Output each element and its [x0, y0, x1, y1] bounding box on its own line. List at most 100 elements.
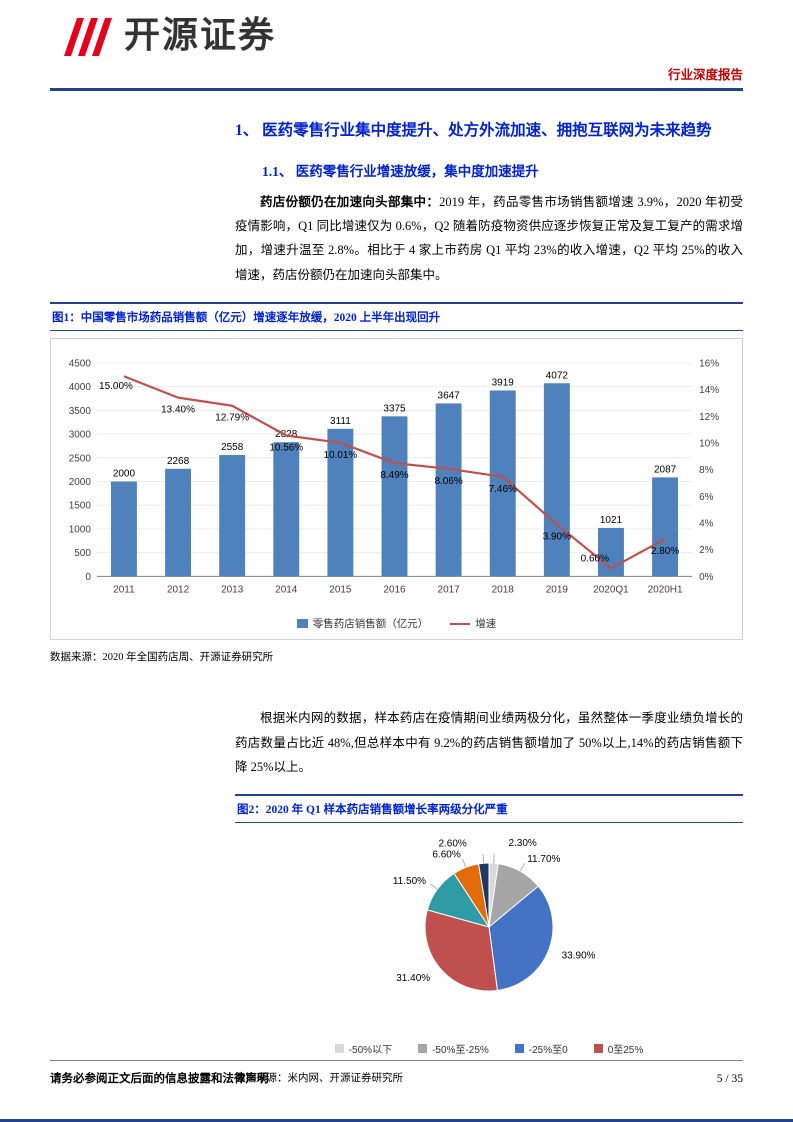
svg-text:1000: 1000 — [69, 524, 92, 535]
page-content: 1、 医药零售行业集中度提升、处方外流加速、拥抱互联网为未来趋势 1.1、 医药… — [50, 111, 743, 1085]
svg-text:2500: 2500 — [69, 453, 92, 464]
square-swatch-icon — [593, 1044, 603, 1054]
figure-1-source: 数据来源：2020 年全国药店周、开源证券研究所 — [50, 652, 274, 664]
svg-text:10%: 10% — [699, 438, 719, 449]
svg-text:4500: 4500 — [69, 358, 92, 369]
svg-text:0: 0 — [85, 572, 91, 583]
legend-label: -50%至-25% — [432, 1045, 489, 1057]
svg-text:2000: 2000 — [113, 469, 136, 480]
svg-text:2011: 2011 — [113, 584, 135, 595]
legend-item: -50%以下 — [334, 1041, 393, 1057]
svg-text:2558: 2558 — [221, 442, 244, 453]
svg-text:7.46%: 7.46% — [489, 484, 517, 495]
svg-text:16%: 16% — [699, 358, 719, 369]
bar-line-chart-svg: 0 500 1000 1500 2000 2500 3000 3500 4000 4500 0% 2%… — [69, 358, 719, 595]
svg-text:3111: 3111 — [330, 416, 351, 427]
svg-text:3647: 3647 — [438, 390, 461, 401]
svg-text:2016: 2016 — [383, 584, 406, 595]
svg-text:2000: 2000 — [69, 477, 92, 488]
svg-text:2.60%: 2.60% — [438, 839, 466, 850]
brand-logo: 开源证券 — [62, 12, 276, 58]
svg-text:2020H1: 2020H1 — [648, 584, 683, 595]
svg-text:1021: 1021 — [600, 515, 623, 526]
svg-text:10.01%: 10.01% — [323, 450, 357, 461]
section-block-2: 根据米内网的数据，样本药店在疫情期间业绩两极分化，虽然整体一季度业绩负增长的药店… — [235, 706, 743, 1085]
paragraph-1-lead: 药店份额仍在加速向头部集中： — [260, 194, 440, 209]
svg-text:3919: 3919 — [492, 378, 515, 389]
line-swatch-icon — [450, 622, 471, 625]
svg-text:2.80%: 2.80% — [651, 546, 679, 557]
svg-text:2268: 2268 — [167, 456, 190, 467]
pie-chart-svg: 2.30% 11.70% 33.90% 31.40% 11.50% 6.60%2.60% — [393, 839, 596, 992]
svg-text:8.06%: 8.06% — [434, 476, 462, 487]
svg-text:2017: 2017 — [438, 584, 461, 595]
legend-label: 零售药店销售额（亿元） — [312, 618, 429, 631]
legend-label: -25%至0 — [528, 1045, 568, 1057]
svg-text:0%: 0% — [699, 572, 714, 583]
svg-text:2015: 2015 — [329, 584, 352, 595]
legend-item: -25%至0 — [514, 1041, 568, 1057]
legend-item: -50%至-25% — [418, 1041, 489, 1056]
svg-text:3375: 3375 — [383, 403, 406, 414]
svg-text:4%: 4% — [699, 518, 714, 529]
figure-1: 图1：中国零售市场药品销售额（亿元）增速逐年放缓，2020 上半年出现回升 0 5… — [50, 302, 743, 664]
figure-2-source: 数据来源：米内网、开源证券研究所 — [235, 1073, 403, 1085]
svg-text:12.79%: 12.79% — [215, 413, 249, 424]
svg-text:10.56%: 10.56% — [269, 442, 303, 453]
svg-text:4072: 4072 — [546, 370, 569, 381]
svg-text:1500: 1500 — [69, 501, 92, 512]
svg-text:15.00%: 15.00% — [99, 381, 133, 392]
figure-1-legend: 零售药店销售额（亿元） 增速 — [53, 613, 740, 636]
svg-text:12%: 12% — [699, 412, 719, 423]
page-number: 5 / 35 — [716, 1073, 743, 1085]
square-swatch-icon — [334, 1044, 344, 1054]
svg-text:8.49%: 8.49% — [380, 470, 408, 481]
svg-text:6.60%: 6.60% — [432, 850, 460, 861]
figure-1-chart: 0 500 1000 1500 2000 2500 3000 3500 4000 4500 0% 2%… — [50, 338, 743, 641]
legend-label: 0至25% — [607, 1045, 644, 1057]
figure-2-chart: 2.30% 11.70% 33.90% 31.40% 11.50% 6.60% 2.60% … — [235, 827, 743, 1061]
svg-text:13.40%: 13.40% — [161, 405, 195, 416]
svg-text:2%: 2% — [699, 545, 714, 556]
svg-text:2019: 2019 — [546, 584, 569, 595]
svg-text:6%: 6% — [699, 492, 714, 503]
svg-text:2.30%: 2.30% — [508, 839, 536, 850]
figure-1-title: 图1：中国零售市场药品销售额（亿元）增速逐年放缓，2020 上半年出现回升 — [50, 302, 743, 332]
svg-text:3500: 3500 — [69, 406, 92, 417]
svg-text:3.90%: 3.90% — [543, 531, 571, 542]
section-block: 1、 医药零售行业集中度提升、处方外流加速、拥抱互联网为未来趋势 1.1、 医药… — [235, 111, 743, 287]
paragraph-2: 根据米内网的数据，样本药店在疫情期间业绩两极分化，虽然整体一季度业绩负增长的药店… — [235, 711, 743, 774]
subsection-heading: 1.1、 医药零售行业增速放缓，集中度加速提升 — [262, 163, 539, 179]
legend-label: 增速 — [475, 618, 497, 631]
svg-text:31.40%: 31.40% — [396, 974, 430, 985]
section-heading: 1、 医药零售行业集中度提升、处方外流加速、拥抱互联网为未来趋势 — [235, 122, 712, 139]
svg-text:0.60%: 0.60% — [581, 553, 609, 564]
legend-item: 零售药店销售额（亿元） — [296, 616, 429, 631]
report-type-label: 行业深度报告 — [667, 68, 743, 82]
figure-2-legend: -50%以下 -50%至-25% -25%至0 0至25% — [235, 1038, 743, 1061]
footer-disclaimer: 请务必参阅正文后面的信息披露和法律声明 — [50, 1073, 269, 1085]
square-swatch-icon — [418, 1044, 428, 1054]
svg-text:2020Q1: 2020Q1 — [593, 584, 629, 595]
bottom-rule — [0, 1119, 793, 1122]
svg-text:2087: 2087 — [654, 464, 677, 475]
legend-label: -50%以下 — [348, 1045, 393, 1057]
svg-text:2012: 2012 — [167, 584, 190, 595]
paragraph-1-body: 2019 年，药品零售市场销售额增速 3.9%，2020 年初受疫情影响，Q1 … — [235, 194, 743, 282]
figure-2: 图2：2020 年 Q1 样本药店销售额增长率两级分化严重 2.30% 11.70… — [235, 794, 743, 1085]
svg-text:2013: 2013 — [221, 584, 244, 595]
svg-text:4000: 4000 — [69, 382, 92, 393]
paragraph-1: 药店份额仍在加速向头部集中：2019 年，药品零售市场销售额增速 3.9%，20… — [235, 190, 743, 288]
svg-text:2014: 2014 — [275, 584, 298, 595]
page-header: 开源证券 行业深度报告 — [50, 0, 743, 91]
figure-2-title: 图2：2020 年 Q1 样本药店销售额增长率两级分化严重 — [235, 794, 743, 824]
svg-text:14%: 14% — [699, 385, 719, 396]
square-swatch-icon — [514, 1044, 524, 1054]
legend-item: 0至25% — [593, 1041, 644, 1057]
svg-text:500: 500 — [74, 548, 91, 559]
svg-text:8%: 8% — [699, 465, 714, 476]
brand-logo-icon — [64, 18, 112, 56]
brand-name: 开源证券 — [124, 14, 277, 55]
svg-text:11.50%: 11.50% — [393, 876, 426, 887]
